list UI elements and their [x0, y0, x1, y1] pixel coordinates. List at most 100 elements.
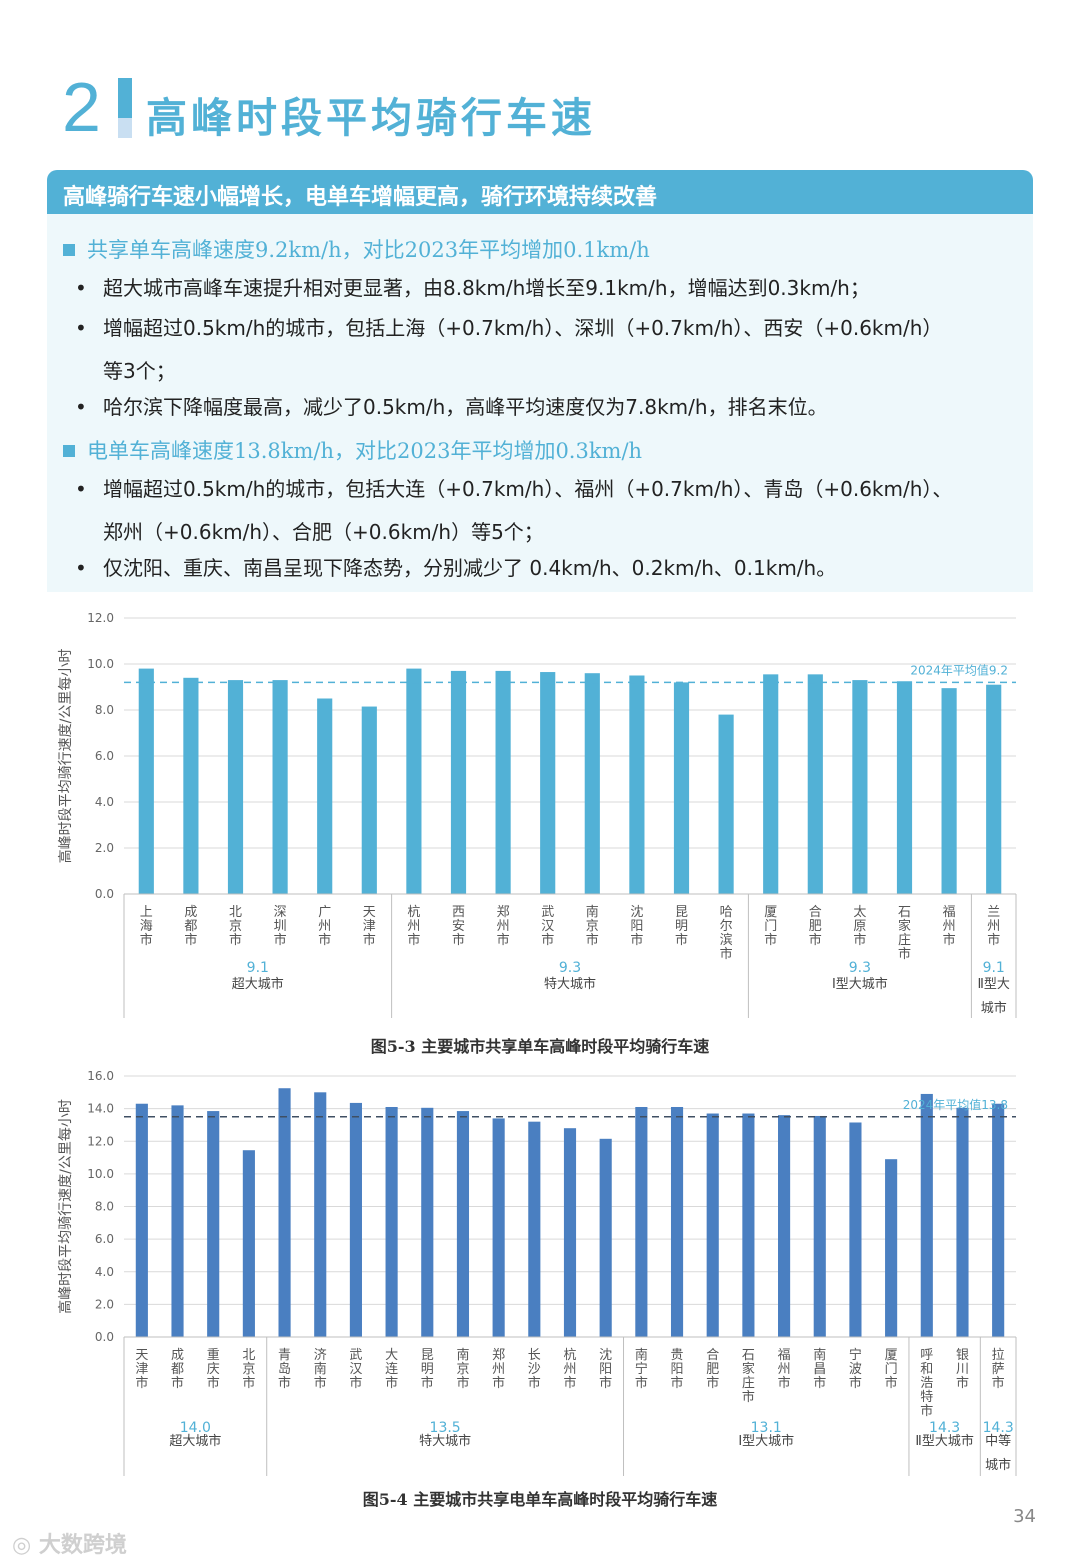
bar — [852, 680, 868, 894]
bar — [227, 680, 244, 894]
bar — [778, 1115, 791, 1337]
summary-banner: 高峰骑行车速小幅增长，电单车增幅更高，骑行环境持续改善 — [47, 170, 1033, 214]
bar — [635, 1106, 648, 1337]
category-label: 南京市 — [586, 904, 599, 948]
y-tick-label: 16.0 — [87, 1069, 114, 1083]
group-name: 特大城市 — [419, 1433, 471, 1449]
category-label: 重庆市 — [207, 1347, 220, 1391]
group-name: 超大城市 — [232, 976, 284, 992]
bar — [540, 672, 556, 894]
group-average: 9.1 — [247, 960, 269, 976]
category-label: 太原市 — [853, 905, 866, 948]
category-label: 武汉市 — [541, 905, 554, 948]
bike-point: • 增幅超过0.5km/h的城市，包括上海（+0.7km/h）、深圳（+0.7km… — [75, 316, 943, 340]
group-name: Ⅰ型大城市 — [832, 976, 888, 992]
category-label: 大连市 — [385, 1348, 398, 1391]
bar — [317, 698, 333, 894]
category-label: 南昌市 — [813, 1347, 826, 1391]
y-axis-label: 高峰时段平均骑行速度/公里每小时 — [57, 649, 74, 864]
category-label: 呼和浩特市 — [920, 1348, 933, 1419]
category-label: 昆明市 — [675, 905, 688, 948]
bar — [849, 1122, 862, 1337]
section-title: 高峰时段平均骑行车速 — [146, 94, 596, 142]
bar — [385, 1106, 398, 1337]
category-label: 郑州市 — [492, 1348, 505, 1391]
category-label: 郑州市 — [497, 905, 510, 948]
group-average: 14.3 — [983, 1420, 1014, 1436]
category-label: 杭州市 — [407, 905, 420, 948]
ebike-point: • 增幅超过0.5km/h的城市，包括大连（+0.7km/h）、福州（+0.7km… — [75, 477, 953, 501]
category-label: 厦门市 — [885, 1348, 898, 1391]
bar — [763, 674, 779, 894]
y-tick-label: 2.0 — [95, 1297, 114, 1311]
category-label: 拉萨市 — [992, 1348, 1005, 1391]
bar — [742, 1113, 755, 1337]
y-tick-label: 6.0 — [95, 1232, 114, 1246]
category-label: 长沙市 — [528, 1348, 541, 1391]
watermark-logo-icon: ◎ — [12, 1533, 39, 1558]
y-tick-label: 0.0 — [95, 887, 114, 901]
y-tick-label: 14.0 — [87, 1102, 114, 1116]
bar — [992, 1103, 1005, 1337]
ebike-point: • 仅沈阳、重庆、南昌呈现下降态势，分别减少了 0.4km/h、0.2km/h、0… — [75, 556, 837, 580]
bar — [492, 1118, 505, 1337]
category-label: 北京市 — [242, 1348, 255, 1391]
bar — [563, 1128, 577, 1337]
category-label: 哈尔滨市 — [720, 905, 733, 962]
bar — [673, 682, 690, 894]
bar — [183, 677, 199, 894]
y-tick-label: 0.0 — [95, 1330, 114, 1344]
y-tick-label: 10.0 — [87, 1167, 114, 1181]
category-label: 石家庄市 — [898, 905, 911, 962]
y-tick-label: 4.0 — [95, 1265, 114, 1279]
bar — [349, 1102, 362, 1337]
group-name: 特大城市 — [544, 976, 596, 992]
ebike-heading: 电单车高峰速度13.8km/h，对比2023年平均增加0.3km/h — [63, 435, 642, 465]
bar — [207, 1111, 220, 1337]
category-label: 合肥市 — [706, 1348, 719, 1391]
bike-point: • 哈尔滨下降幅度最高，减少了0.5km/h，高峰平均速度仅为7.8km/h，排名… — [75, 395, 828, 419]
category-label: 福州市 — [943, 905, 956, 948]
y-tick-label: 12.0 — [87, 1134, 114, 1148]
ebike-point-continued: 郑州（+0.6km/h）、合肥（+0.6km/h）等5个； — [103, 520, 544, 544]
category-label: 银川市 — [956, 1348, 969, 1391]
bar — [138, 668, 154, 894]
banner-text: 高峰骑行车速小幅增长，电单车增幅更高，骑行环境持续改善 — [63, 185, 658, 210]
category-label: 广州市 — [318, 905, 331, 948]
bar — [718, 714, 734, 894]
category-label: 福州市 — [778, 1348, 791, 1391]
category-label: 西安市 — [452, 905, 465, 948]
bar — [986, 684, 1002, 894]
y-tick-label: 10.0 — [87, 657, 114, 671]
group-name: Ⅱ型大城市 — [915, 1433, 973, 1449]
y-tick-label: 2.0 — [95, 841, 114, 855]
bar — [896, 681, 913, 894]
bar — [361, 706, 377, 894]
group-name: 超大城市 — [169, 1433, 221, 1449]
group-average: 13.5 — [430, 1420, 461, 1436]
category-label: 合肥市 — [809, 905, 822, 948]
group-average: 13.1 — [751, 1420, 782, 1436]
bar — [670, 1106, 684, 1337]
bar — [885, 1159, 898, 1337]
ebike-speed-chart: 高峰时段平均骑行速度/公里每小时 0.0 2.0 4.0 6.0 8.0 10.0 12.0 1… — [57, 1069, 1017, 1476]
bike-point-continued: 等3个； — [103, 359, 176, 383]
category-label: 青岛市 — [278, 1348, 291, 1391]
bar — [272, 680, 288, 894]
bar — [421, 1107, 434, 1337]
group-name: Ⅰ型大城市 — [738, 1433, 794, 1449]
group-average: 14.0 — [180, 1420, 211, 1436]
bar — [807, 674, 823, 894]
category-label: 南宁市 — [635, 1347, 648, 1391]
category-label: 济南市 — [314, 1348, 327, 1391]
category-label: 成都市 — [171, 1348, 184, 1391]
group-average: 9.1 — [983, 960, 1005, 976]
title-accent-bar-light — [118, 118, 132, 138]
bar — [528, 1121, 541, 1337]
bike-speed-chart: 高峰时段平均骑行速度/公里每小时 0.0 2.0 4.0 6.0 8.0 10.0 12.0 2… — [57, 611, 1017, 1018]
category-label: 厦门市 — [764, 905, 777, 948]
average-label: 2024年平均值13.8 — [903, 1097, 1008, 1112]
bar — [629, 675, 645, 894]
group-name: 中等城市 — [985, 1433, 1011, 1473]
category-label: 兰州市 — [987, 905, 1000, 948]
